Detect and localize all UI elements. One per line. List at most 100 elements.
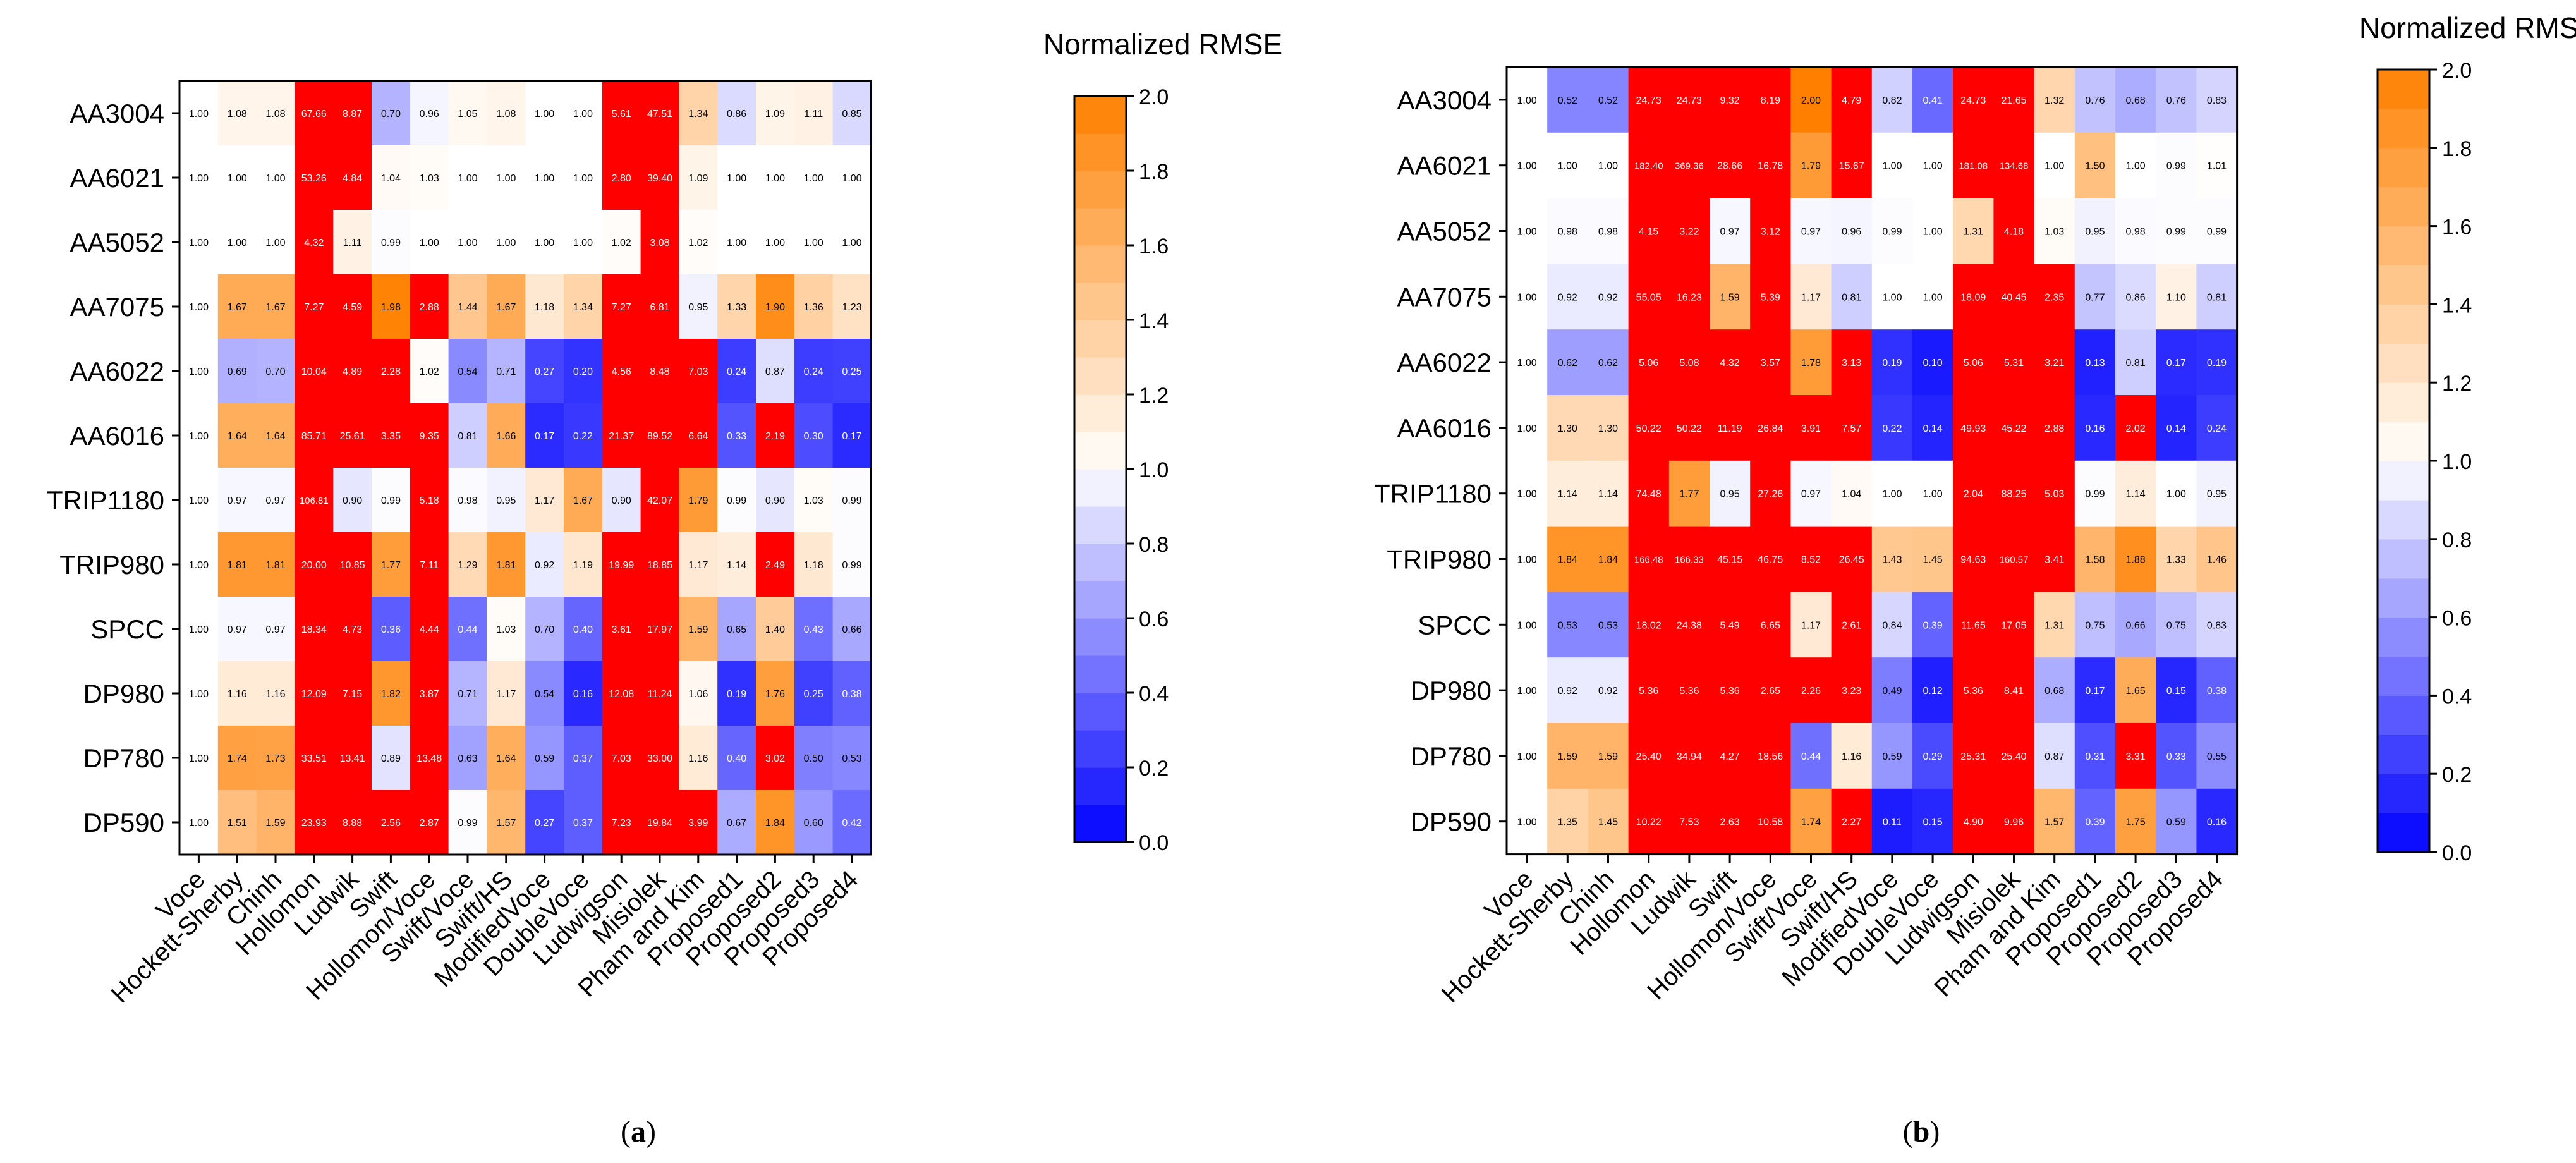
colorbar-band-b-8 <box>2378 499 2429 540</box>
cell-value-b-1-3: 182.40 <box>1634 161 1663 172</box>
cell-value-b-6-8: 1.04 <box>1842 489 1861 500</box>
cell-value-b-5-14: 0.16 <box>2085 423 2105 434</box>
cell-value-b-4-1: 0.62 <box>1558 358 1577 368</box>
cell-value-a-4-1: 0.69 <box>228 367 247 377</box>
cell-value-a-6-6: 5.18 <box>420 496 439 506</box>
panel-b-heatmap: 1.00 0.52 0.52 24.73 24.73 9.32 8.19 2.00 4.79 0.… <box>1374 11 2576 1148</box>
colorbar-band-a-11 <box>1074 394 1126 432</box>
heatmap-cell-b-2-7 <box>1790 198 1832 264</box>
heatmap-cell-a-7-16 <box>794 532 834 597</box>
heatmap-cell-b-9-13 <box>2034 657 2075 724</box>
cell-value-a-3-4: 4.59 <box>343 302 362 313</box>
cell-value-b-3-17: 0.81 <box>2207 292 2227 303</box>
heatmap-cell-b-4-9 <box>1871 329 1913 396</box>
cell-value-a-0-1: 1.08 <box>228 109 247 119</box>
cell-value-b-8-13: 1.31 <box>2044 620 2064 631</box>
heatmap-cell-b-11-2 <box>1588 788 1629 855</box>
cell-value-a-8-2: 0.97 <box>265 624 285 635</box>
cell-value-a-9-14: 0.19 <box>727 689 746 700</box>
heatmap-cell-b-4-1 <box>1547 329 1588 396</box>
cell-value-a-5-4: 25.61 <box>340 431 365 442</box>
heatmap-cell-b-11-16 <box>2156 788 2197 855</box>
cell-value-a-8-5: 0.36 <box>381 624 401 635</box>
cell-value-b-10-8: 1.16 <box>1842 752 1861 762</box>
heatmap-cell-b-3-6 <box>1750 264 1791 330</box>
cell-value-a-4-2: 0.70 <box>265 367 285 377</box>
cell-value-a-9-0: 1.00 <box>189 689 209 700</box>
cell-value-b-11-12: 9.96 <box>2004 817 2024 828</box>
cell-value-a-2-10: 1.00 <box>573 238 593 248</box>
row-label-b-4: AA6022 <box>1397 348 1492 377</box>
cell-value-b-11-8: 2.27 <box>1842 817 1861 828</box>
heatmap-cell-a-2-5 <box>372 210 411 275</box>
cell-value-a-6-5: 0.99 <box>381 496 401 506</box>
heatmap-cell-b-6-7 <box>1790 460 1832 527</box>
cell-value-b-5-8: 7.57 <box>1842 423 1861 434</box>
cell-value-b-4-11: 5.06 <box>1964 358 1983 368</box>
cell-value-a-9-16: 0.25 <box>804 689 823 700</box>
cell-value-b-10-2: 1.59 <box>1598 752 1618 762</box>
heatmap-cell-a-3-13 <box>679 274 718 339</box>
row-label-b-5: AA6016 <box>1397 413 1492 443</box>
heatmap-cell-a-4-0 <box>179 339 219 404</box>
heatmap-cell-b-0-15 <box>2115 67 2156 133</box>
heatmap-cell-a-7-14 <box>717 532 756 597</box>
cell-value-b-11-1: 1.35 <box>1558 817 1577 828</box>
heatmap-cell-b-2-15 <box>2115 198 2156 264</box>
colorbar-tick-label-b-6: 1.2 <box>2442 372 2472 396</box>
colorbar-tick-label-b-2: 0.4 <box>2442 685 2472 709</box>
cell-value-b-11-14: 0.39 <box>2085 817 2105 828</box>
heatmap-cell-a-2-15 <box>756 210 795 275</box>
cell-value-a-3-16: 1.36 <box>804 302 823 313</box>
cell-value-a-3-9: 1.18 <box>535 302 554 313</box>
cell-value-a-3-17: 1.23 <box>842 302 861 313</box>
cell-value-b-0-7: 2.00 <box>1801 95 1821 106</box>
colorbar-band-b-1 <box>2378 774 2429 813</box>
heatmap-cell-a-4-7 <box>448 339 487 404</box>
cell-value-a-3-7: 1.44 <box>458 302 477 313</box>
heatmap-cell-a-11-2 <box>256 790 295 855</box>
heatmap-cell-b-1-9 <box>1871 132 1913 199</box>
cell-value-a-1-1: 1.00 <box>228 173 247 184</box>
colorbar-tick-label-a-9: 1.8 <box>1139 160 1169 184</box>
heatmap-cell-a-4-6 <box>410 339 449 404</box>
colorbar-tick-label-b-4: 0.8 <box>2442 528 2472 552</box>
heatmap-cell-a-5-7 <box>448 403 487 468</box>
cell-value-b-4-10: 0.10 <box>1923 358 1943 368</box>
heatmap-cell-a-1-11 <box>602 145 641 210</box>
cell-value-a-0-15: 1.09 <box>765 109 785 119</box>
cell-value-a-2-6: 1.00 <box>420 238 439 248</box>
cell-value-a-11-9: 0.27 <box>535 818 554 829</box>
cell-value-a-2-1: 1.00 <box>228 238 247 248</box>
cell-value-a-0-16: 1.11 <box>804 109 823 119</box>
cell-value-b-2-4: 3.22 <box>1679 227 1699 238</box>
cell-value-a-1-13: 1.09 <box>688 173 708 184</box>
heatmap-cell-b-9-1 <box>1547 657 1588 724</box>
cell-value-a-6-1: 0.97 <box>228 496 247 506</box>
colorbar-band-a-18 <box>1074 133 1126 171</box>
heatmap-cell-b-4-12 <box>1993 329 2035 396</box>
cell-value-b-1-5: 28.66 <box>1717 161 1742 172</box>
cell-value-b-7-1: 1.84 <box>1558 555 1577 566</box>
cell-value-b-3-7: 1.17 <box>1801 292 1821 303</box>
cell-value-b-0-2: 0.52 <box>1598 95 1618 106</box>
cell-value-b-2-2: 0.98 <box>1598 227 1618 238</box>
heatmap-cell-b-9-12 <box>1993 657 2035 724</box>
heatmap-cell-a-1-3 <box>295 145 334 210</box>
cell-value-a-5-3: 85.71 <box>301 431 327 442</box>
cell-value-b-8-7: 1.17 <box>1801 620 1821 631</box>
heatmap-cell-b-8-12 <box>1993 592 2035 658</box>
cell-value-b-6-2: 1.14 <box>1598 489 1618 500</box>
cell-value-a-4-5: 2.28 <box>381 367 401 377</box>
cell-value-b-11-16: 0.59 <box>2166 817 2186 828</box>
heatmap-cell-a-0-4 <box>333 81 372 146</box>
cell-value-a-0-11: 5.61 <box>612 109 631 119</box>
cell-value-a-7-9: 0.92 <box>535 560 554 571</box>
cell-value-b-6-6: 27.26 <box>1758 489 1783 500</box>
heatmap-cell-b-11-7 <box>1790 788 1832 855</box>
cell-value-a-8-7: 0.44 <box>458 624 477 635</box>
heatmap-cell-b-6-10 <box>1912 460 1953 527</box>
heatmap-cell-a-1-13 <box>679 145 718 210</box>
cell-value-a-5-2: 1.64 <box>265 431 285 442</box>
cell-value-b-8-15: 0.66 <box>2126 620 2146 631</box>
